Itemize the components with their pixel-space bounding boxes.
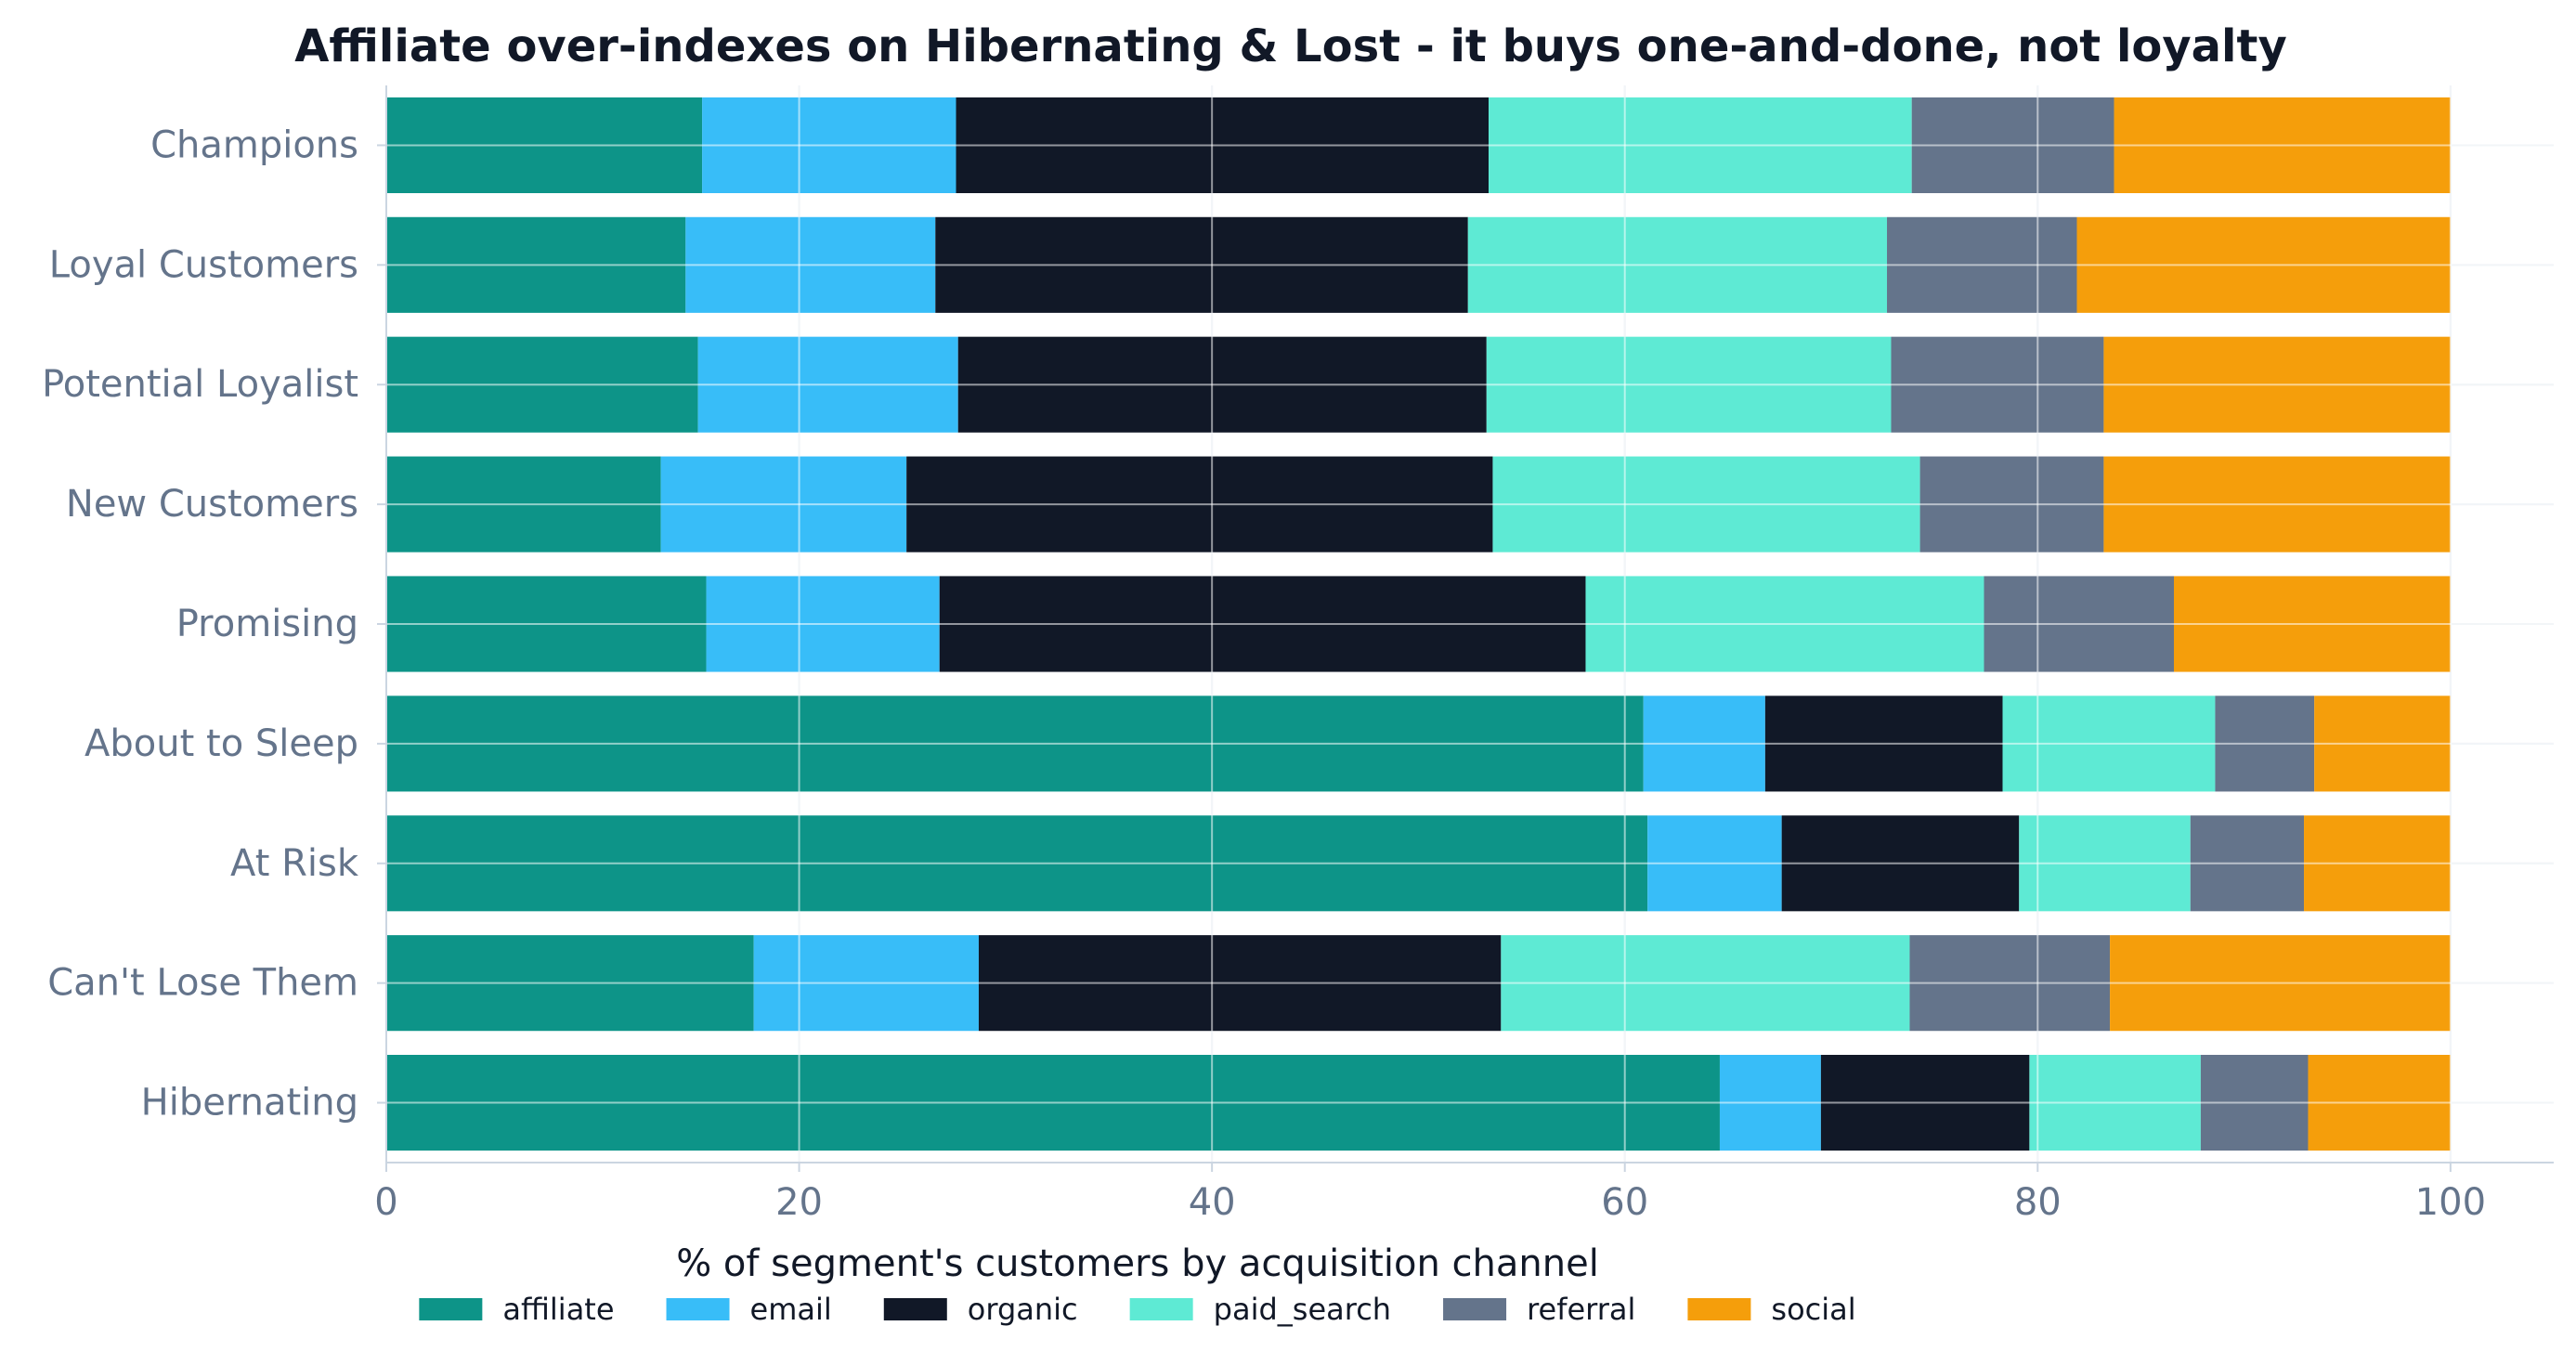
legend-label-affiliate: affiliate: [502, 1292, 614, 1327]
y-axis-ticks: Champions Loyal Customers Potential Loyali…: [42, 124, 386, 1124]
x-tick-label: 20: [775, 1181, 823, 1224]
x-tick-label: 100: [2415, 1181, 2486, 1224]
y-tick-label: Can't Lose Them: [47, 962, 358, 1005]
x-axis-ticks: 0 20 40 60 80 100: [374, 1163, 2486, 1224]
legend-swatch-organic: [883, 1298, 947, 1320]
x-tick-label: 40: [1189, 1181, 1236, 1224]
y-tick-label: Loyal Customers: [49, 243, 358, 286]
legend-label-organic: organic: [968, 1292, 1078, 1327]
y-tick-label: Potential Loyalist: [42, 363, 358, 406]
y-tick-label: Promising: [176, 603, 358, 645]
legend-label-social: social: [1771, 1292, 1855, 1327]
x-axis-title: % of segment's customers by acquisition …: [676, 1242, 1599, 1285]
legend-swatch-email: [666, 1298, 730, 1320]
y-tick-label: About to Sleep: [85, 722, 358, 765]
legend-swatch-social: [1687, 1298, 1751, 1320]
x-tick-label: 0: [374, 1181, 397, 1224]
legend: affiliate email organic paid_search referral…: [419, 1292, 1856, 1327]
legend-label-email: email: [750, 1292, 832, 1327]
chart-title: Affiliate over-indexes on Hibernating & …: [294, 20, 2287, 72]
y-tick-label: At Risk: [230, 842, 359, 885]
y-tick-label: Hibernating: [141, 1082, 358, 1124]
legend-swatch-paid_search: [1129, 1298, 1193, 1320]
x-tick-label: 80: [2014, 1181, 2062, 1224]
y-tick-label: New Customers: [66, 483, 358, 526]
y-tick-label: Champions: [150, 124, 358, 166]
x-tick-label: 60: [1601, 1181, 1648, 1224]
grid-overlay: [386, 85, 2554, 1163]
legend-label-paid_search: paid_search: [1214, 1292, 1391, 1327]
legend-label-referral: referral: [1527, 1292, 1635, 1327]
legend-swatch-referral: [1443, 1298, 1507, 1320]
legend-swatch-affiliate: [419, 1298, 483, 1320]
